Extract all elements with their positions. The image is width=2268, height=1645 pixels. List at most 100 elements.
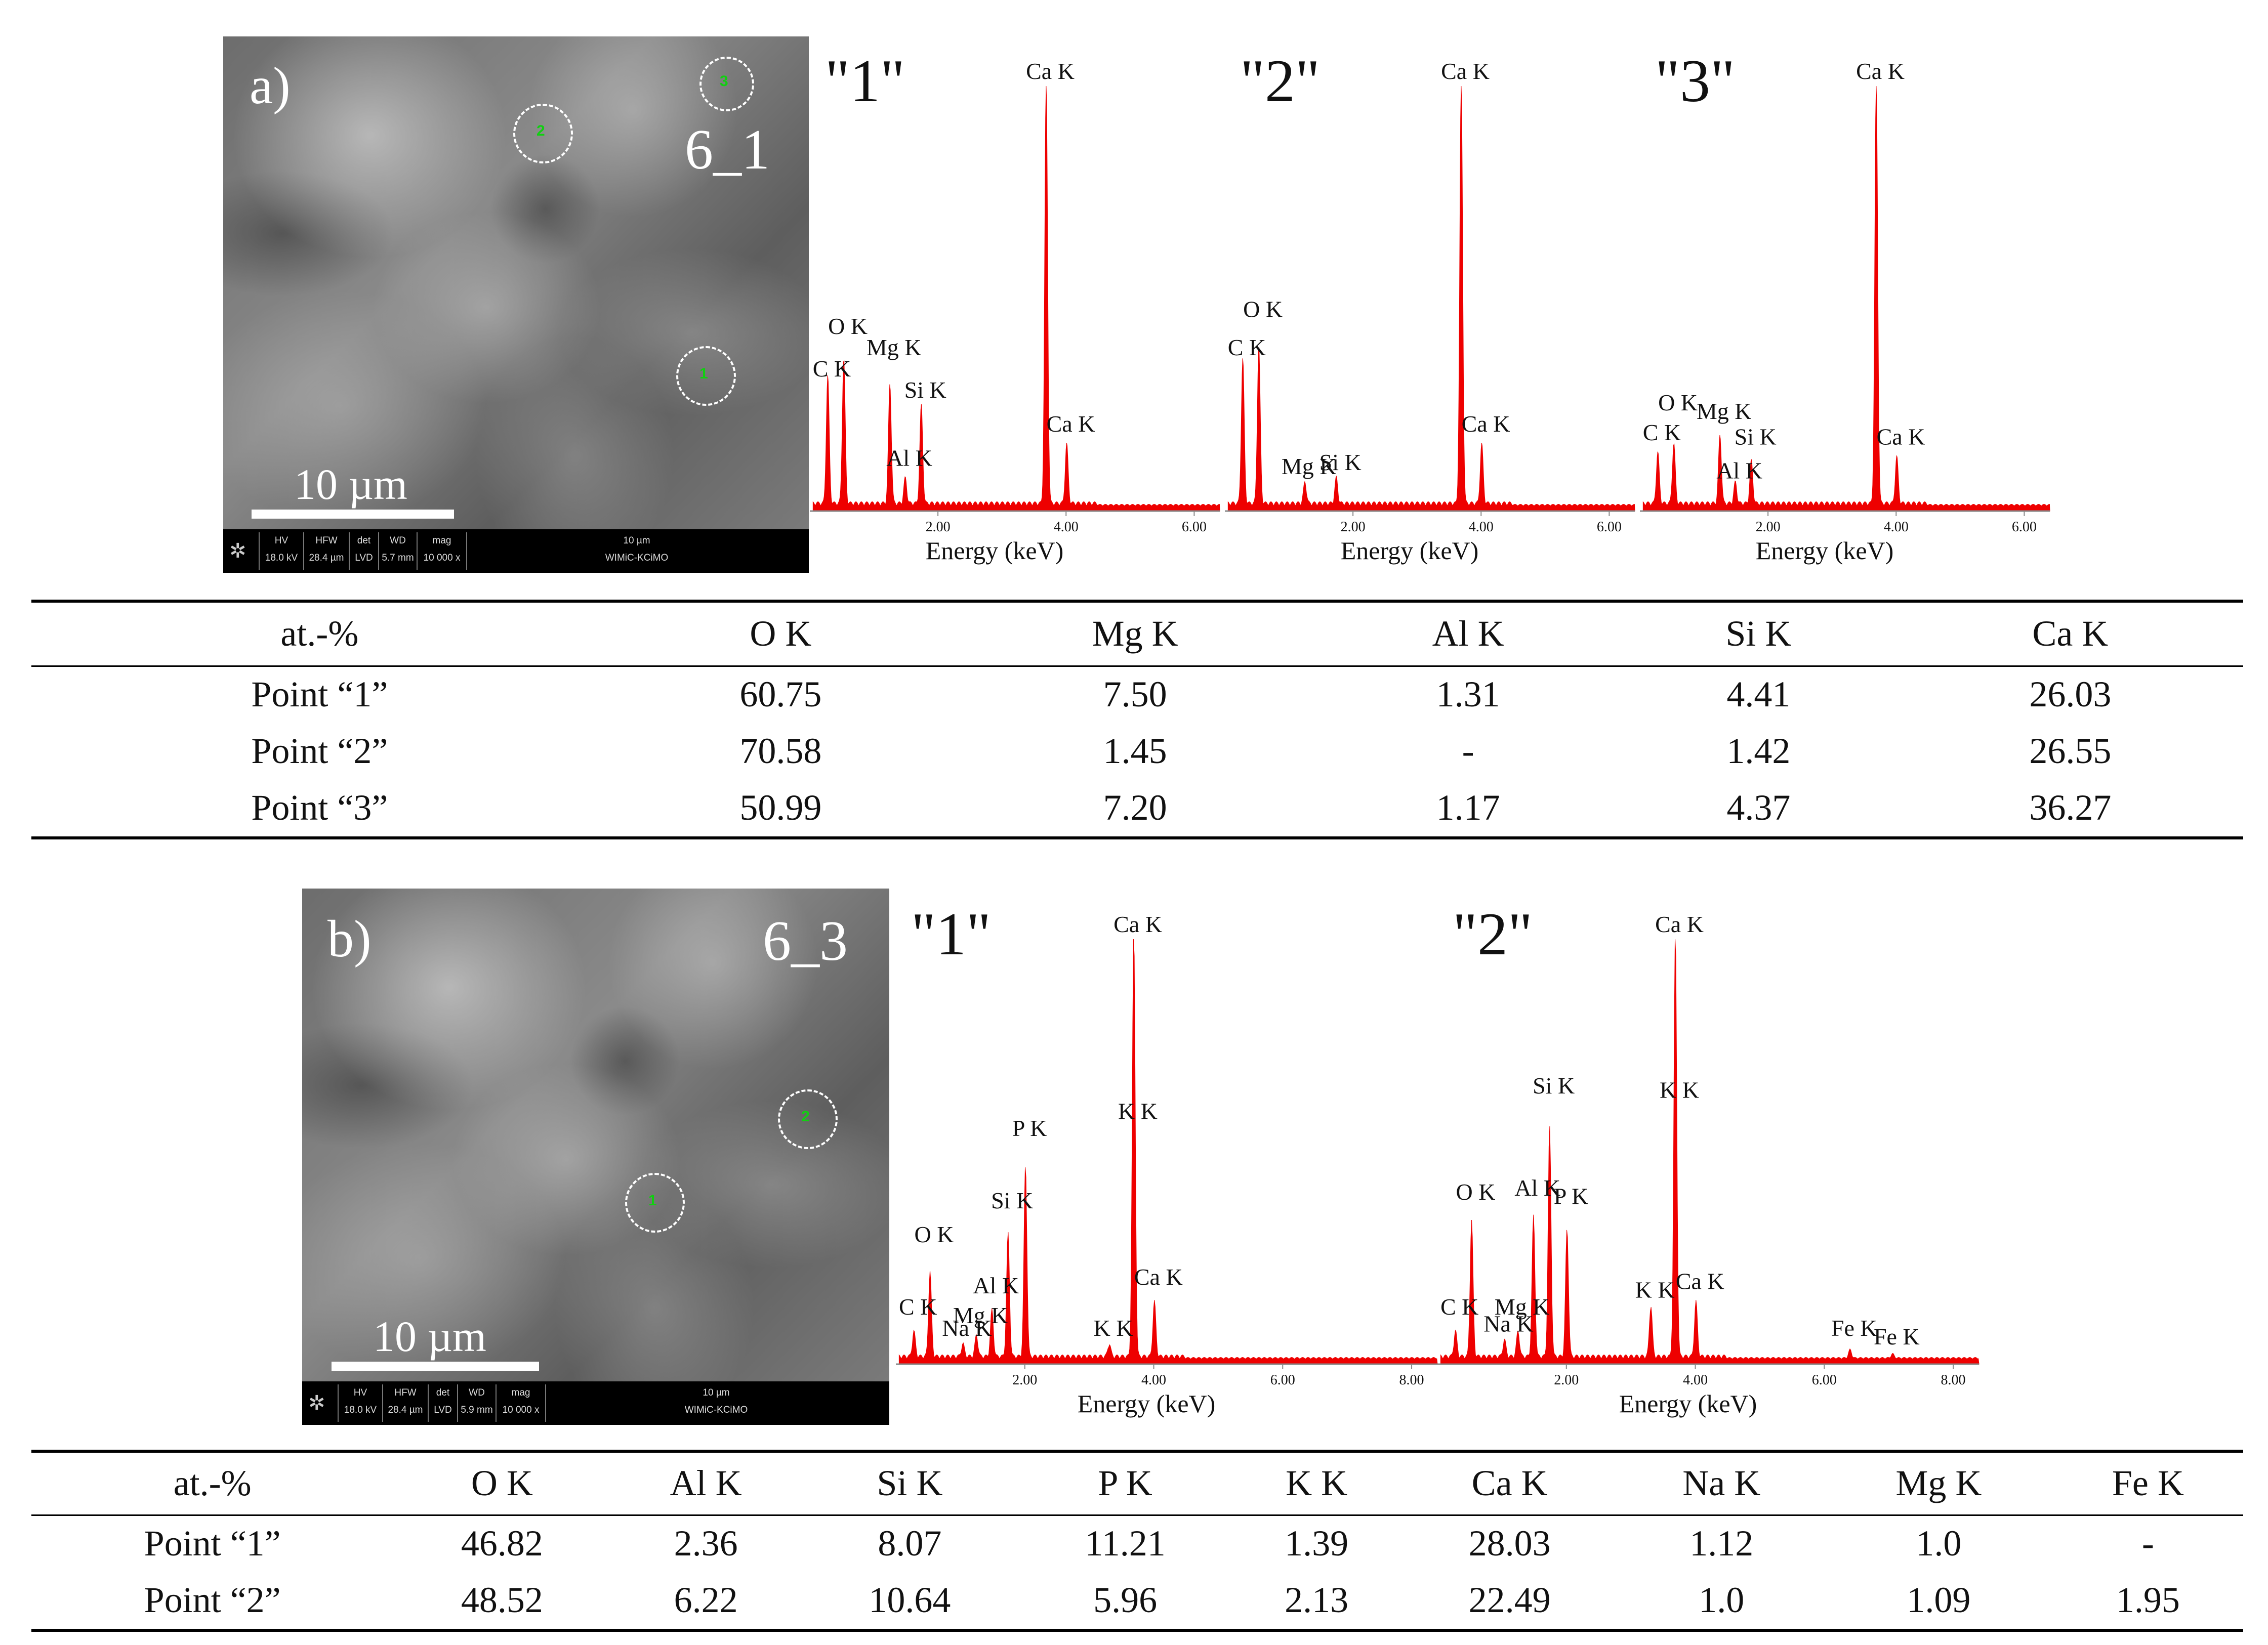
table-cell: 1.12 [1689,1523,1754,1564]
analysis-point-label: 1 [699,365,708,382]
peak-label: Si K [904,377,946,403]
table-cell: 36.27 [2029,787,2112,828]
table-cell: - [2141,1523,2154,1564]
peak-label: C K [1643,419,1681,445]
table-cell: 2.13 [1285,1580,1349,1620]
spectrum-trace [1642,86,2050,512]
peak-label: Al K [973,1273,1019,1298]
table-header: O K [750,613,812,654]
sem-image-b: b) 6_3 1 2 10 µm ✲ HV 18.0 kV HFW 28.4 µm … [302,889,889,1425]
info-header: mag [432,535,451,546]
x-tick-label: 4.00 [1683,1372,1708,1388]
peak-label: O K [1658,390,1698,415]
peak-label: Mg K [1282,453,1337,479]
table-cell: 8.07 [878,1523,942,1564]
info-header: HV [353,1387,367,1398]
peak-label: C K [899,1294,937,1320]
analysis-point-3 [699,57,754,111]
table-cell: 1.0 [1916,1523,1962,1564]
info-lab: WIMiC-KCiMO [684,1405,748,1415]
table-cell: 1.0 [1699,1580,1745,1620]
scale-bar [332,1362,539,1371]
table-header: P K [1098,1463,1152,1504]
table-cell: 4.41 [1726,674,1791,715]
eds-spectrum-b-1: "1" 2.00 4.00 6.00 8.00 Energy (keV) C K O K Na … [896,900,1438,1418]
table-cell: 46.82 [461,1523,543,1564]
x-axis-label: Energy (keV) [1078,1389,1216,1418]
spectrum-number: "1" [825,47,905,114]
table-cell: 10.64 [869,1580,951,1620]
x-tick-label: 6.00 [2012,519,2037,535]
info-value: 5.7 mm [382,553,414,563]
x-axis-label: Energy (keV) [926,536,1064,565]
peak-label: C K [1228,334,1266,360]
peak-label: C K [813,356,851,382]
x-tick-label: 6.00 [1812,1372,1837,1388]
x-tick-label: 2.00 [1756,519,1781,535]
info-value: LVD [355,553,373,563]
peak-label: Si K [1319,449,1362,475]
table-cell: 26.03 [2029,674,2112,715]
analysis-point-label: 2 [801,1108,810,1125]
info-header: WD [469,1387,485,1398]
table-cell: 5.96 [1093,1580,1158,1620]
info-value: 18.0 kV [344,1405,377,1415]
peak-label: Ca K [1441,58,1490,84]
table-cell: 2.36 [674,1523,738,1564]
table-cell: Point “1” [144,1523,281,1564]
table-row: Point “1” 46.82 2.36 8.07 11.21 1.39 28.… [31,1515,2243,1572]
info-header: HV [274,535,288,546]
composition-table-a: at.-% O K Mg K Al K Si K Ca K Point “1” … [31,600,2243,839]
x-tick-label: 4.00 [1469,519,1494,535]
table-header: K K [1286,1463,1348,1504]
table-header: at.-% [173,1463,252,1504]
analysis-point-label: 3 [720,73,728,90]
peak-label: Na K [942,1315,992,1341]
x-tick-label: 4.00 [1141,1372,1166,1388]
info-value: 28.4 µm [388,1405,423,1415]
table-cell: 48.52 [461,1580,543,1620]
peak-label: Ca K [1026,58,1075,84]
table-row: Point “2” 70.58 1.45 - 1.42 26.55 [31,723,2243,779]
table-header: Si K [1725,613,1792,654]
peak-label: K K [1660,1077,1699,1103]
table-cell: 7.20 [1103,787,1167,828]
composition-table-b: at.-% O K Al K Si K P K K K Ca K Na K Mg… [31,1450,2243,1632]
peak-label: Ca K [1462,411,1510,437]
spectrum-trace [1227,86,1635,512]
table-cell: 7.50 [1103,674,1167,715]
table-header: at.-% [280,613,359,654]
table-cell: 28.03 [1468,1523,1551,1564]
table-row: Point “3” 50.99 7.20 1.17 4.37 36.27 [31,779,2243,838]
table-cell: 6.22 [674,1580,738,1620]
peak-label: Al K [1514,1175,1560,1201]
x-tick-label: 2.00 [1554,1372,1579,1388]
sem-image-a: a) 6_1 1 2 3 10 µm ✲ HV 18.0 kV HFW 28.4 µ… [223,36,809,573]
scale-bar-label: 10 µm [294,460,407,509]
eds-spectrum-a-3: "3" 2.00 4.00 6.00 Energy (keV) C K O KMg K Al … [1640,47,2050,565]
analysis-point-2 [778,1089,838,1149]
info-header: det [436,1387,450,1398]
table-cell: 4.37 [1726,787,1791,828]
peak-label: Ca K [1134,1264,1183,1290]
spectrum-number: "1" [911,900,991,967]
table-cell: Point “3” [251,787,388,828]
table-header: Mg K [1895,1463,1982,1504]
table-header: Al K [1432,613,1504,654]
table-cell: 1.17 [1436,787,1500,828]
sem-texture [223,36,809,529]
x-tick-label: 6.00 [1182,519,1207,535]
x-tick-label: 4.00 [1884,519,1909,535]
table-cell: 11.21 [1085,1523,1166,1564]
eds-spectrum-a-2: "2" 2.00 4.00 6.00 Energy (keV) C K O K Mg KSi … [1225,47,1635,565]
peak-label: Mg K [953,1302,1008,1328]
table-cell: 22.49 [1468,1580,1551,1620]
analysis-point-2 [513,104,573,163]
x-axis-label: Energy (keV) [1619,1389,1757,1418]
table-cell: 1.42 [1726,730,1791,771]
peak-label: Mg K [867,334,922,360]
fei-logo-icon: ✲ [308,1392,325,1414]
table-cell: Point “2” [251,730,388,771]
x-tick-label: 8.00 [1941,1372,1966,1388]
table-cell: Point “2” [144,1580,281,1620]
